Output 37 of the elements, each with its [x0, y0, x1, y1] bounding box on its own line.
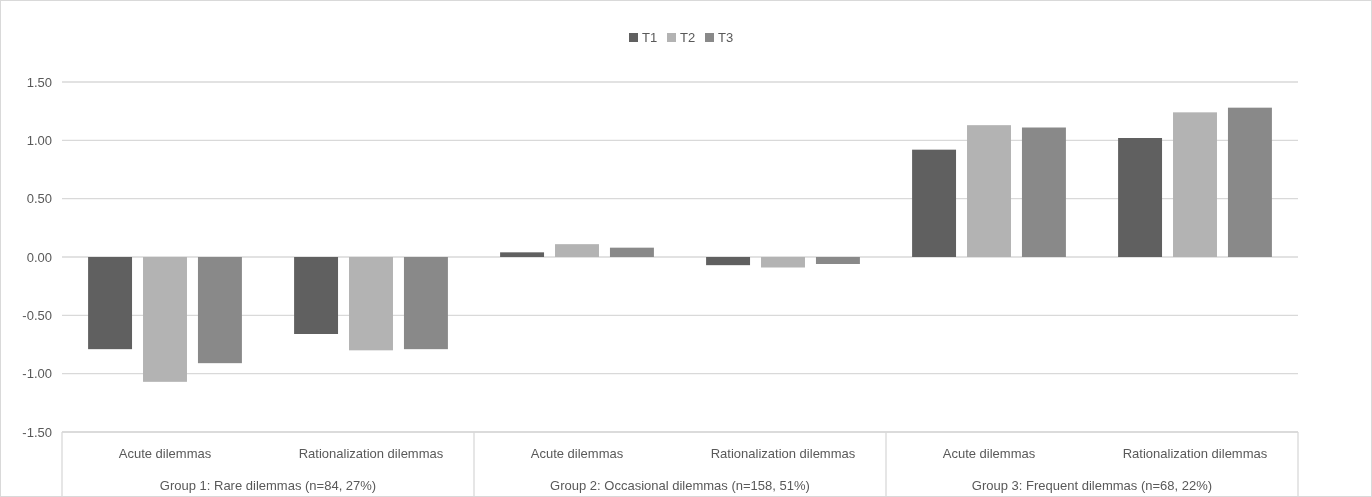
x-tick-label: Acute dilemmas: [942, 446, 1036, 461]
x-tick-label: Acute dilemmas: [530, 446, 624, 461]
legend-label: T3: [718, 30, 734, 45]
text: Group 1: Rare dilemmas (n=84, 27%): [159, 478, 377, 493]
y-tick-label: 0.50: [26, 191, 52, 207]
y-tick-label: -1.50: [22, 424, 52, 440]
y-tick-label: -0.50: [22, 307, 52, 323]
x-tick-label: Rationalization dilemmas: [710, 446, 856, 461]
y-tick-label: -1.00: [22, 366, 52, 382]
y-tick-label: 0.00: [26, 249, 52, 265]
x-tick-label: Rationalization dilemmas: [298, 446, 444, 461]
bar: [143, 257, 187, 382]
bar: [403, 257, 448, 350]
bar: [1118, 138, 1163, 257]
bar: [555, 244, 599, 257]
legend-label: T2: [680, 30, 696, 45]
y-tick-label: 1.50: [26, 74, 52, 90]
text: Group 3: Frequent dilemmas (n=68, 22%): [971, 478, 1213, 493]
legend-label: T1: [642, 30, 658, 45]
bar: [197, 257, 242, 364]
bar: [500, 252, 545, 257]
x-tick-label: Acute dilemmas: [118, 446, 212, 461]
bar: [1173, 112, 1217, 257]
bar: [967, 125, 1011, 257]
bar: [761, 257, 805, 268]
text: Group 2: Occasional dilemmas (n=158, 51%): [550, 478, 810, 493]
y-tick-label: 1.00: [26, 132, 52, 148]
bar: [294, 257, 339, 334]
bar: [706, 257, 751, 266]
bar: [349, 257, 393, 351]
bar: [1227, 107, 1272, 257]
bar: [609, 247, 654, 257]
x-tick-label: Rationalization dilemmas: [1122, 446, 1268, 461]
bar: [815, 257, 860, 264]
bar: [912, 149, 957, 257]
bar: [1021, 127, 1066, 257]
bar: [88, 257, 133, 350]
